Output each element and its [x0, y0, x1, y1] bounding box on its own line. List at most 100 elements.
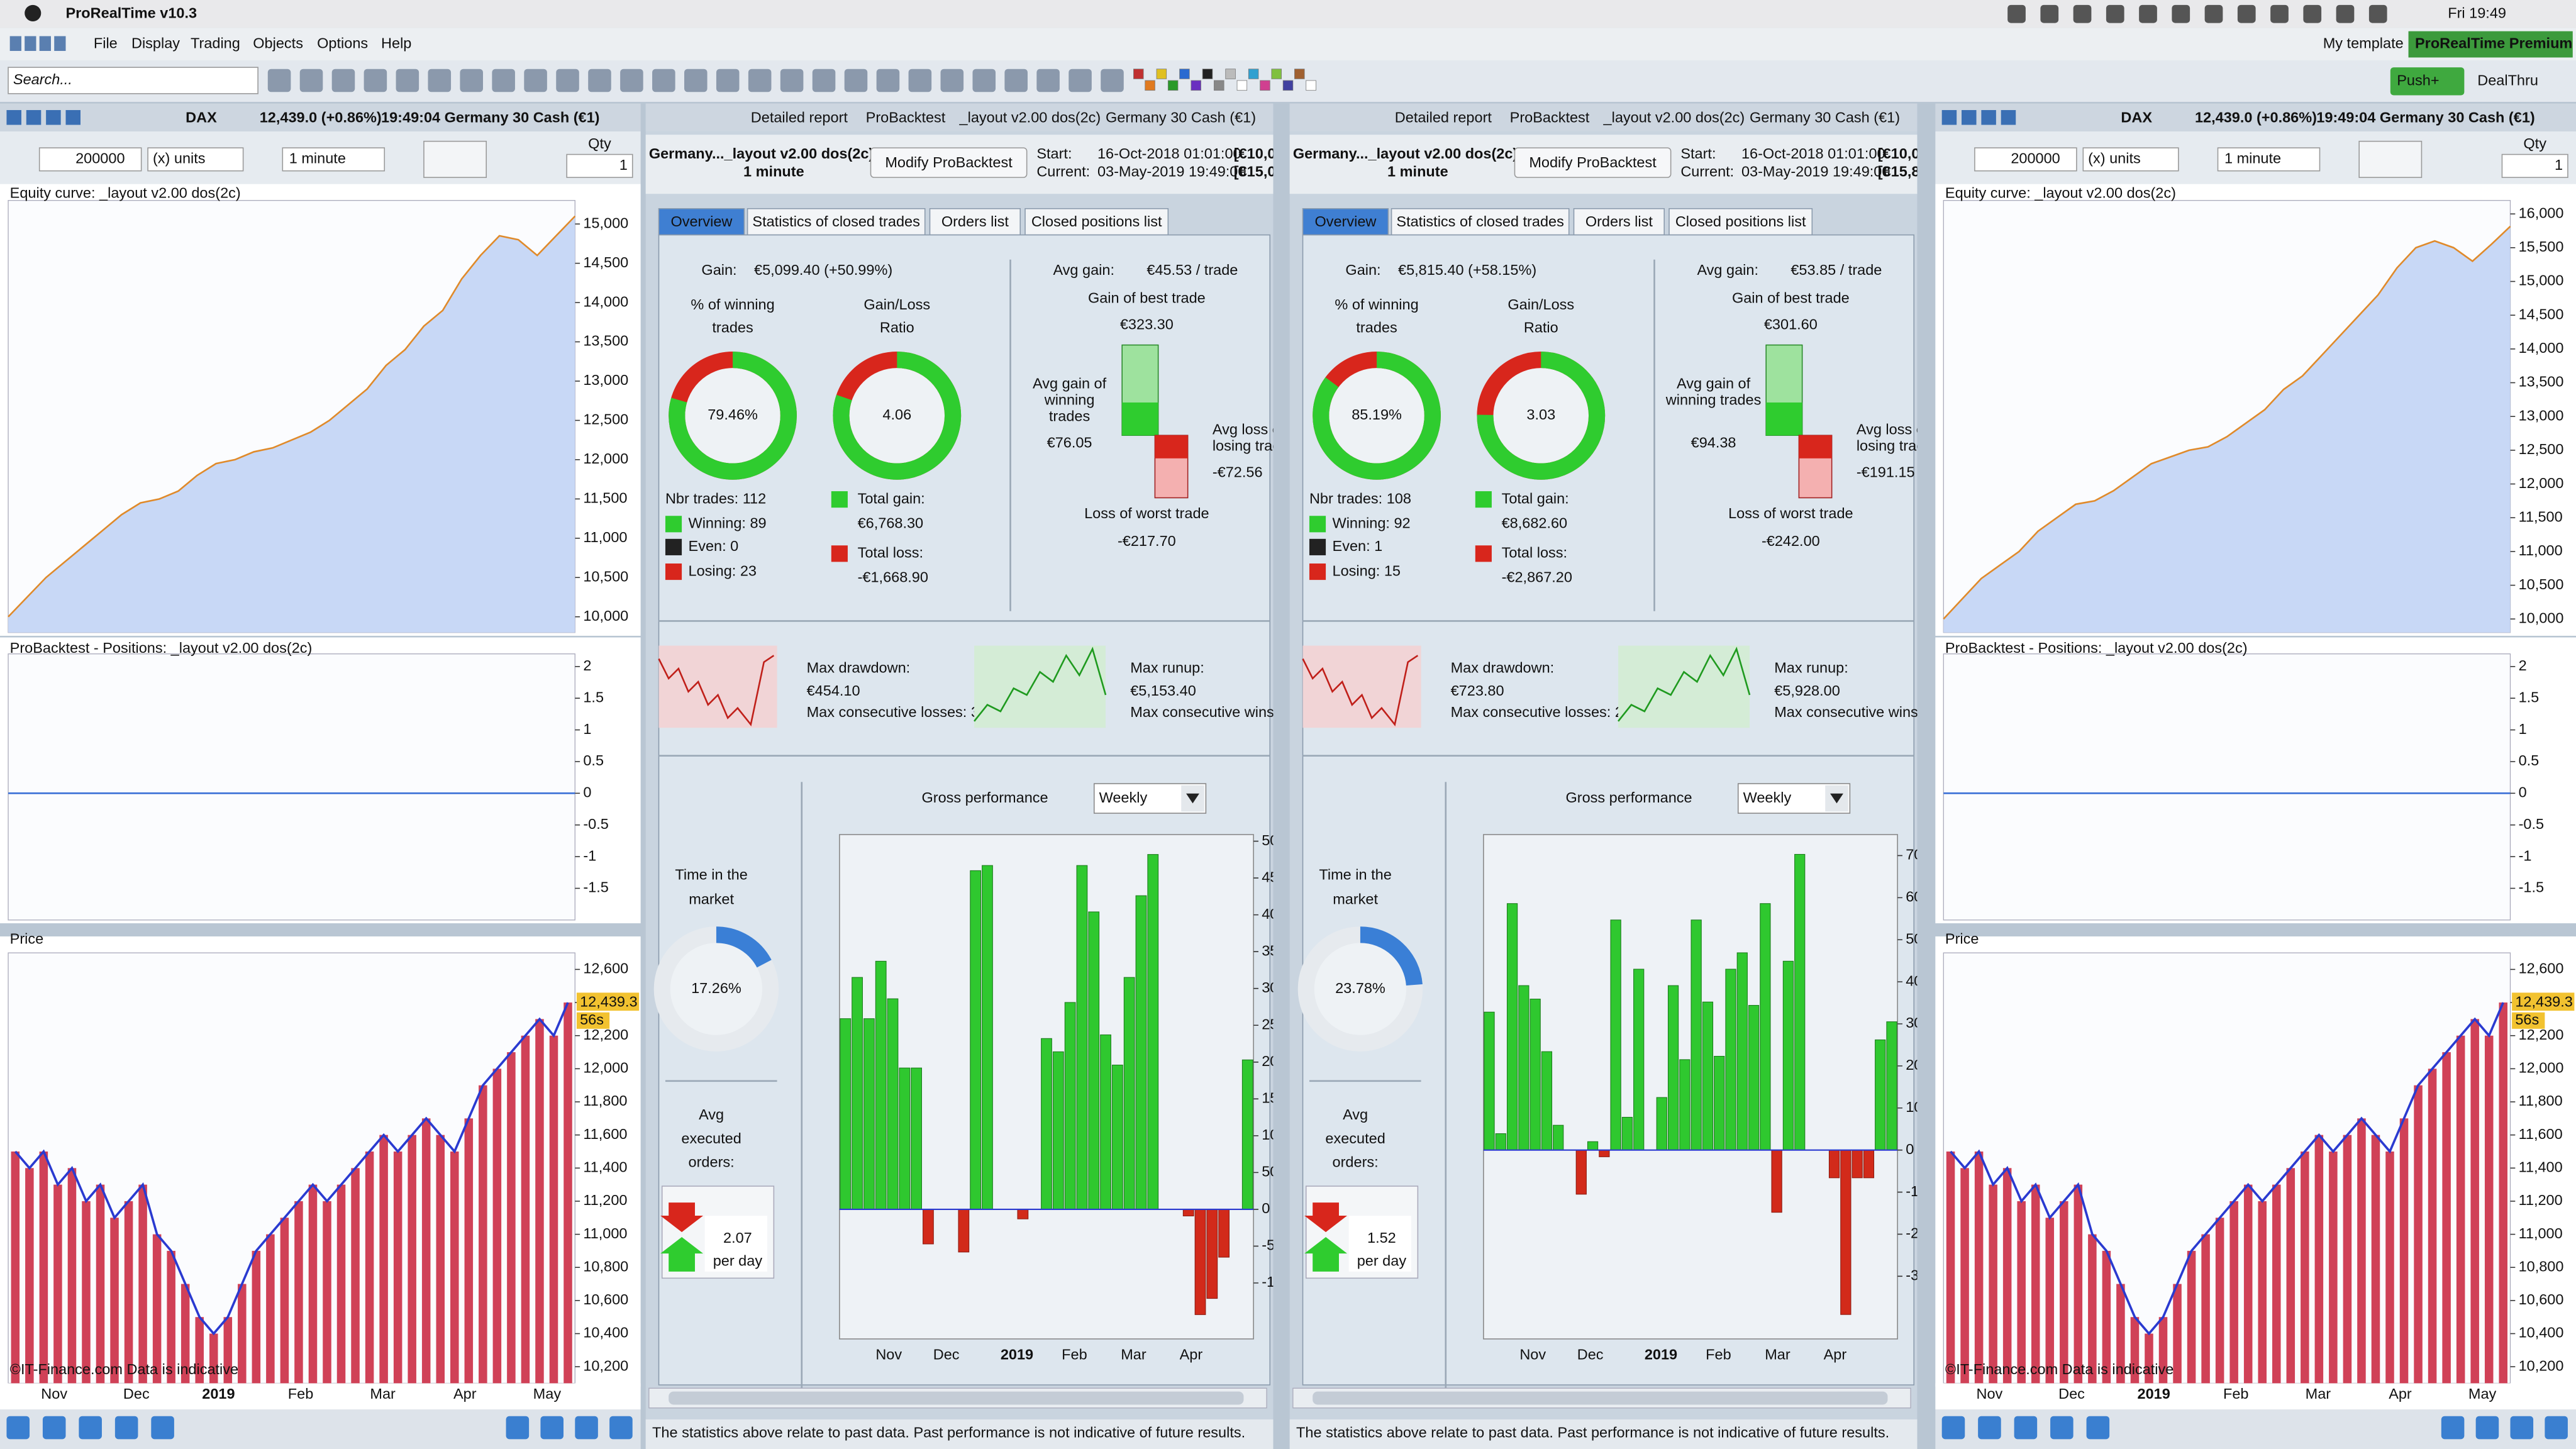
tab[interactable]	[747, 208, 926, 236]
tool-icon[interactable]	[331, 69, 355, 92]
tool-icon[interactable]	[79, 1416, 102, 1440]
menu-item[interactable]: Help	[381, 35, 411, 52]
units-mode-select[interactable]	[147, 147, 244, 172]
color-swatch[interactable]	[1271, 69, 1282, 79]
tool-icon[interactable]	[748, 69, 772, 92]
menu-item[interactable]: Trading	[191, 35, 240, 52]
qty-input[interactable]	[2501, 153, 2568, 178]
tool-icon[interactable]	[396, 69, 419, 92]
tool-icon[interactable]	[524, 69, 547, 92]
window-button[interactable]	[2001, 110, 2016, 125]
color-swatch[interactable]	[1282, 80, 1294, 91]
color-swatch[interactable]	[1179, 69, 1190, 79]
zoom-icon[interactable]	[2441, 1416, 2465, 1440]
modify-button[interactable]	[870, 147, 1028, 178]
tool-icon[interactable]	[1004, 69, 1028, 92]
tool-icon[interactable]	[2014, 1416, 2038, 1440]
tool-icon[interactable]	[492, 69, 515, 92]
window-button[interactable]	[1941, 110, 1957, 125]
color-swatch[interactable]	[1225, 69, 1236, 79]
color-swatch[interactable]	[1236, 80, 1248, 91]
push-button[interactable]	[2390, 67, 2465, 96]
color-swatch[interactable]	[1214, 80, 1224, 91]
search-box[interactable]	[8, 67, 258, 94]
tool-icon[interactable]	[299, 69, 323, 92]
menu-item[interactable]: File	[94, 35, 118, 52]
tab[interactable]	[1668, 208, 1813, 236]
tool-icon[interactable]	[908, 69, 932, 92]
interval-select[interactable]	[282, 147, 386, 172]
menu-item[interactable]: Display	[131, 35, 180, 52]
color-swatch[interactable]	[1248, 69, 1259, 79]
zoom-icon[interactable]	[2545, 1416, 2568, 1440]
tool-icon[interactable]	[1978, 1416, 2001, 1440]
tool-icon[interactable]	[2050, 1416, 2074, 1440]
tool-icon[interactable]	[2086, 1416, 2110, 1440]
tab[interactable]	[1391, 208, 1570, 236]
tool-icon[interactable]	[1069, 69, 1092, 92]
tab[interactable]	[1024, 208, 1169, 236]
interval-select[interactable]	[2217, 147, 2321, 172]
color-swatch[interactable]	[1167, 80, 1179, 91]
zoom-icon[interactable]	[2510, 1416, 2534, 1440]
tool-icon[interactable]	[1036, 69, 1060, 92]
tool-icon[interactable]	[151, 1416, 174, 1440]
color-swatch[interactable]	[1145, 80, 1155, 91]
tool-icon[interactable]	[460, 69, 483, 92]
zoom-icon[interactable]	[2475, 1416, 2499, 1440]
tool-icon[interactable]	[780, 69, 804, 92]
modify-button[interactable]	[1514, 147, 1672, 178]
zoom-icon[interactable]	[506, 1416, 530, 1440]
tool-icon[interactable]	[876, 69, 900, 92]
tool-icon[interactable]	[844, 69, 868, 92]
tool-icon[interactable]	[1941, 1416, 1965, 1440]
color-swatch[interactable]	[1202, 69, 1213, 79]
tool-icon[interactable]	[812, 69, 836, 92]
window-button[interactable]	[6, 110, 21, 125]
tool-icon[interactable]	[972, 69, 996, 92]
zoom-icon[interactable]	[540, 1416, 564, 1440]
tool-icon[interactable]	[1101, 69, 1124, 92]
window-button[interactable]	[1962, 110, 1977, 125]
window-button[interactable]	[46, 110, 61, 125]
units-mode-select[interactable]	[2082, 147, 2179, 172]
tab[interactable]	[1573, 208, 1665, 236]
tool-icon[interactable]	[684, 69, 708, 92]
dealthru[interactable]: DealThru	[2477, 72, 2538, 89]
tool-icon[interactable]	[940, 69, 964, 92]
units-input[interactable]	[1974, 147, 2077, 172]
tool-icon[interactable]	[267, 69, 291, 92]
color-swatch[interactable]	[1260, 80, 1270, 91]
zoom-icon[interactable]	[609, 1416, 633, 1440]
scroll-thumb[interactable]	[1313, 1391, 1888, 1405]
window-button[interactable]	[1981, 110, 1996, 125]
my-template[interactable]: My template	[2323, 35, 2404, 52]
tool-icon[interactable]	[556, 69, 579, 92]
tool-icon[interactable]	[114, 1416, 138, 1440]
color-swatch[interactable]	[1191, 80, 1201, 91]
tool-icon[interactable]	[428, 69, 452, 92]
tool-icon[interactable]	[588, 69, 611, 92]
menu-item[interactable]: Options	[317, 35, 368, 52]
tool-icon[interactable]	[364, 69, 387, 92]
tool-icon[interactable]	[42, 1416, 66, 1440]
tool-icon[interactable]	[6, 1416, 30, 1440]
window-button[interactable]	[65, 110, 80, 125]
color-swatch[interactable]	[1294, 69, 1305, 79]
chart-style-button[interactable]	[2358, 140, 2423, 178]
tool-icon[interactable]	[716, 69, 740, 92]
chart-style-button[interactable]	[423, 140, 487, 178]
tab[interactable]	[658, 208, 745, 236]
menu-item[interactable]: Objects	[253, 35, 303, 52]
qty-input[interactable]	[566, 153, 633, 178]
color-swatch[interactable]	[1133, 69, 1144, 79]
tool-icon[interactable]	[620, 69, 643, 92]
tab[interactable]	[929, 208, 1021, 236]
scroll-thumb[interactable]	[669, 1391, 1244, 1405]
color-swatch[interactable]	[1156, 69, 1167, 79]
zoom-icon[interactable]	[575, 1416, 598, 1440]
tool-icon[interactable]	[652, 69, 675, 92]
window-button[interactable]	[26, 110, 42, 125]
units-input[interactable]	[38, 147, 142, 172]
color-swatch[interactable]	[1306, 80, 1316, 91]
